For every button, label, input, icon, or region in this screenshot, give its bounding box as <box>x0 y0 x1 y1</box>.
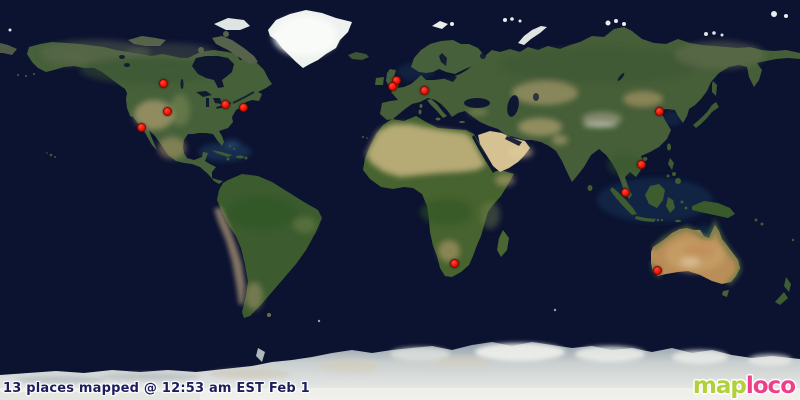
gulf-of-bothnia <box>439 53 447 66</box>
sumatra <box>610 187 637 215</box>
new-zealand-south <box>775 292 788 305</box>
mindanao <box>675 178 681 184</box>
lake-baikal <box>617 73 625 81</box>
lake-superior <box>196 91 212 97</box>
status-text: 13 places mapped @ 12:53 am EST Feb 1 <box>3 381 310 396</box>
madagascar <box>497 230 509 257</box>
sulawesi <box>666 197 675 213</box>
map-marker-3[interactable] <box>136 122 146 132</box>
map-marker-1[interactable] <box>158 78 168 88</box>
sakhalin <box>712 81 717 96</box>
scandinavia <box>411 40 484 74</box>
new-zealand-north <box>784 277 791 292</box>
map-marker-2[interactable] <box>162 106 172 116</box>
map-marker-5[interactable] <box>238 102 248 112</box>
baltic-sea <box>438 71 457 82</box>
maploco-logo[interactable]: maploco <box>692 373 796 399</box>
black-sea <box>464 98 490 108</box>
map-marker-12[interactable] <box>449 258 459 268</box>
svalbard <box>432 21 448 29</box>
lake-huron <box>213 98 222 104</box>
novaya-zemlya <box>518 26 547 45</box>
borneo <box>645 184 665 208</box>
terrain-texture-layer <box>40 16 765 310</box>
lake-michigan <box>206 98 209 107</box>
ellesmere-island <box>214 18 250 30</box>
new-guinea <box>692 201 735 218</box>
baffin-island <box>212 36 258 64</box>
inland-water-layer <box>119 53 625 173</box>
caspian-sea <box>507 95 519 117</box>
logo-loco-text: loco <box>745 373 796 399</box>
sri-lanka <box>587 185 593 191</box>
luzon <box>668 158 674 170</box>
map-marker-10[interactable] <box>636 159 646 169</box>
ireland <box>375 77 384 85</box>
tasmania <box>722 290 729 297</box>
polar-ice-layer <box>0 11 800 400</box>
hudson-bay <box>192 56 234 88</box>
java <box>635 216 656 222</box>
red-sea <box>472 135 496 173</box>
map-marker-13[interactable] <box>652 265 662 275</box>
map-marker-9[interactable] <box>654 106 664 116</box>
persian-gulf <box>505 136 522 146</box>
iceland <box>348 52 369 60</box>
italy <box>427 99 447 118</box>
logo-map-text: map <box>692 373 747 399</box>
map-marker-4[interactable] <box>220 99 230 109</box>
chukotka-left-edge <box>0 43 17 55</box>
map-marker-7[interactable] <box>387 81 397 91</box>
st-lawrence <box>232 91 255 104</box>
map-marker-8[interactable] <box>419 85 429 95</box>
map-marker-11[interactable] <box>620 187 630 197</box>
cuba <box>212 150 232 157</box>
taiwan <box>667 143 671 151</box>
japan <box>693 102 719 128</box>
